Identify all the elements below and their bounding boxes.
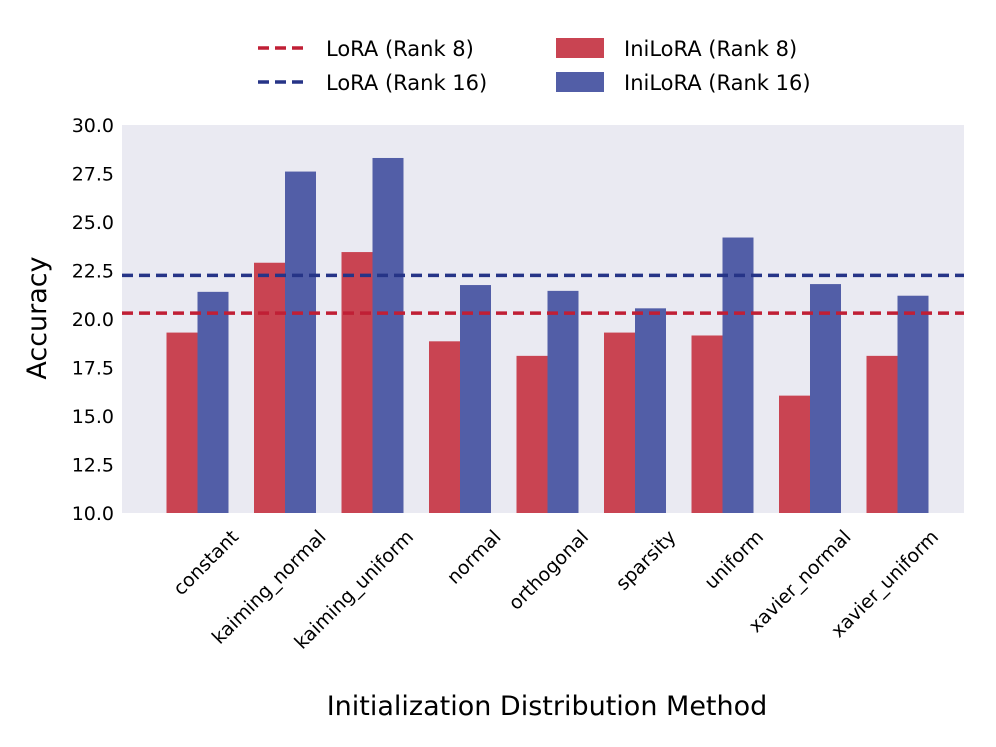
- y-tick-label: 10.0: [72, 503, 114, 525]
- y-axis-label: Accuracy: [22, 256, 53, 379]
- y-tick-label: 25.0: [72, 212, 114, 234]
- x-tick-label: constant: [169, 526, 243, 600]
- bar-kaiming_normal-rank8: [254, 262, 285, 513]
- legend-label-inilora-rank-16: IniLoRA (Rank 16): [624, 71, 811, 95]
- legend-label-lora-rank-8: LoRA (Rank 8): [326, 37, 474, 61]
- x-axis-label: Initialization Distribution Method: [327, 691, 768, 722]
- bar-xavier_normal-rank16: [810, 284, 841, 513]
- bar-sparsity-rank8: [604, 332, 635, 513]
- bar-kaiming_uniform-rank8: [341, 252, 373, 513]
- bar-normal-rank8: [429, 341, 460, 513]
- legend-label-lora-rank-16: LoRA (Rank 16): [326, 71, 487, 95]
- bars-group: [166, 157, 929, 514]
- legend: LoRA (Rank 8) IniLoRA (Rank 8) LoRA (Rank …: [258, 37, 811, 95]
- bar-uniform-rank8: [691, 335, 723, 513]
- y-tick-label: 17.5: [72, 358, 114, 380]
- bar-sparsity-rank16: [635, 308, 666, 513]
- y-tick-label: 15.0: [72, 406, 114, 428]
- x-tick-label: uniform: [700, 526, 768, 594]
- bar-xavier_uniform-rank8: [866, 355, 898, 513]
- legend-label-inilora-rank-8: IniLoRA (Rank 8): [624, 37, 797, 61]
- legend-swatch-inilora-rank-8: [556, 38, 604, 58]
- bar-constant-rank8: [166, 332, 198, 513]
- y-tick-label: 12.5: [72, 455, 114, 477]
- legend-swatch-inilora-rank-16: [556, 72, 604, 92]
- y-axis-ticks: 10.0 12.5 15.0 17.5 20.0 22.5 25.0 27.5 30.0: [72, 115, 114, 525]
- bar-xavier_normal-rank8: [779, 395, 810, 513]
- bar-constant-rank16: [197, 291, 229, 513]
- bar-orthogonal-rank8: [516, 355, 548, 513]
- bar-kaiming_normal-rank16: [285, 171, 316, 513]
- x-tick-label: sparsity: [612, 526, 681, 595]
- y-tick-label: 30.0: [72, 115, 114, 137]
- x-tick-label: orthogonal: [505, 526, 594, 615]
- y-tick-label: 20.0: [72, 309, 114, 331]
- reference-lines-group: [122, 273, 964, 315]
- bar-orthogonal-rank16: [547, 290, 579, 513]
- bar-xavier_uniform-rank16: [897, 295, 929, 513]
- bar-uniform-rank16: [722, 237, 754, 513]
- x-tick-label: normal: [443, 526, 506, 589]
- bar-normal-rank16: [460, 285, 491, 513]
- y-tick-label: 22.5: [72, 261, 114, 283]
- y-tick-label: 27.5: [72, 164, 114, 186]
- bar-kaiming_uniform-rank16: [372, 157, 404, 514]
